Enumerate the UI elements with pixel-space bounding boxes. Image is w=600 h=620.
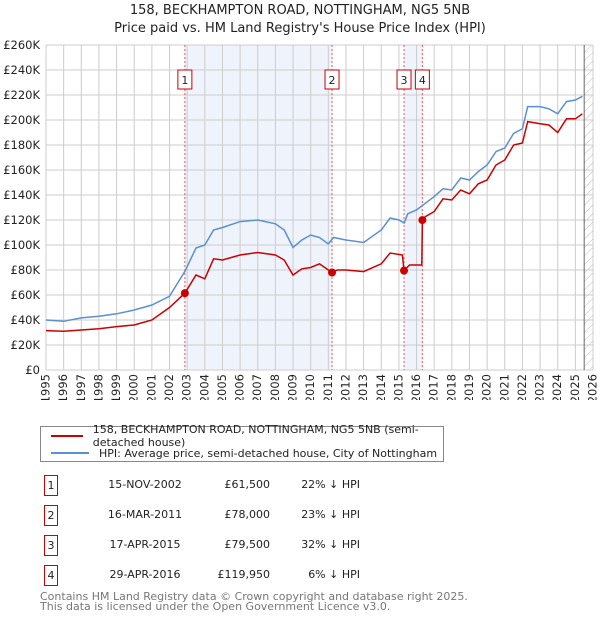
- y-tick-label: £20K: [11, 338, 41, 352]
- x-tick-label: 2020: [480, 374, 494, 400]
- transaction-price: £119,950: [217, 568, 271, 581]
- transaction-date: 16-MAR-2011: [107, 508, 183, 521]
- chart-subtitle: Price paid vs. HM Land Registry's House …: [114, 21, 486, 36]
- shaded-period-1-2: [184, 45, 333, 370]
- legend: 158, BECKHAMPTON ROAD, NOTTINGHAM, NG5 5…: [40, 423, 444, 462]
- transaction-row: 2 16-MAR-2011 £78,000 23% ↓ HPI: [40, 505, 440, 527]
- x-tick-label: 2025: [568, 374, 582, 400]
- y-tick-label: £40K: [11, 313, 41, 327]
- x-tick-label: 2023: [533, 374, 547, 400]
- transaction-date: 15-NOV-2002: [108, 478, 182, 491]
- transaction-date: 29-APR-2016: [109, 568, 181, 581]
- x-tick-label: 2014: [374, 374, 388, 400]
- x-tick-label: 2013: [356, 374, 370, 400]
- sale-label: 1: [181, 74, 188, 87]
- y-tick-label: £140K: [3, 188, 40, 202]
- legend-swatch-hpi: [51, 452, 89, 454]
- transaction-date: 17-APR-2015: [109, 538, 181, 551]
- legend-item-property: 158, BECKHAMPTON ROAD, NOTTINGHAM, NG5 5…: [51, 423, 443, 449]
- x-tick-label: 2011: [321, 374, 335, 400]
- price-chart: £0 £20K £40K £60K £80K £100K £120K £140K £160K £1…: [3, 38, 600, 400]
- sale-label: 3: [401, 74, 408, 87]
- y-tick-label: £80K: [11, 263, 41, 277]
- transaction-number: 1: [44, 475, 58, 496]
- x-tick-label: 1998: [91, 374, 105, 400]
- y-tick-label: £0: [25, 363, 40, 377]
- x-tick-label: 2003: [180, 374, 194, 400]
- transaction-price: £78,000: [224, 508, 271, 521]
- sale-point: [418, 216, 427, 225]
- footer-copyright: Contains HM Land Registry data © Crown c…: [40, 590, 468, 603]
- hpi-line: [45, 95, 583, 323]
- x-tick-label: 2015: [391, 374, 405, 400]
- x-tick-label: 1996: [56, 374, 70, 400]
- transaction-hpi-diff: 6% ↓ HPI: [308, 568, 360, 581]
- x-tick-label: 2010: [303, 374, 317, 400]
- shaded-period-3-4: [404, 45, 423, 370]
- transaction-number: 2: [44, 505, 58, 526]
- y-tick-label: £120K: [3, 213, 40, 227]
- y-tick-label: £160K: [3, 163, 40, 177]
- transaction-price: £61,500: [224, 478, 271, 491]
- x-tick-label: 2024: [550, 374, 564, 400]
- transaction-row: 4 29-APR-2016 £119,950 6% ↓ HPI: [40, 565, 440, 587]
- y-tick-label: £260K: [3, 38, 40, 52]
- x-tick-label: 2005: [215, 374, 229, 400]
- sale-label-box: [414, 69, 430, 90]
- x-tick-label: 2001: [144, 374, 158, 400]
- x-tick-label: 2008: [268, 374, 282, 400]
- x-tick-label: 2019: [462, 374, 476, 400]
- x-tick-label: 2009: [286, 374, 300, 400]
- x-tick-label: 2017: [427, 374, 441, 400]
- sale-label: 2: [329, 74, 336, 87]
- x-tick-label: 2012: [338, 374, 352, 400]
- x-tick-label: 2026: [586, 374, 600, 400]
- transaction-hpi-diff: 22% ↓ HPI: [301, 478, 360, 491]
- transaction-price: £79,500: [224, 538, 271, 551]
- sale-point: [180, 289, 189, 298]
- x-tick-label: 2000: [127, 374, 141, 400]
- property-price-line: [45, 113, 583, 333]
- sale-label: 4: [419, 74, 426, 87]
- legend-item-hpi: HPI: Average price, semi-detached house,…: [51, 445, 437, 461]
- legend-swatch-property: [51, 435, 83, 437]
- transaction-hpi-diff: 23% ↓ HPI: [301, 508, 360, 521]
- sale-point: [328, 268, 337, 277]
- y-tick-label: £240K: [3, 63, 40, 77]
- transaction-number: 4: [44, 565, 58, 586]
- x-tick-label: 2022: [515, 374, 529, 400]
- x-tick-label: 1995: [39, 374, 53, 400]
- legend-label-hpi: HPI: Average price, semi-detached house,…: [99, 446, 438, 460]
- y-tick-label: £180K: [3, 138, 40, 152]
- x-tick-label: 2018: [444, 374, 458, 400]
- transaction-row: 1 15-NOV-2002 £61,500 22% ↓ HPI: [40, 475, 440, 497]
- transaction-number: 3: [44, 535, 58, 556]
- x-tick-label: 2006: [233, 374, 247, 400]
- sale-label-box: [396, 69, 412, 90]
- x-tick-label: 2016: [409, 374, 423, 400]
- forecast-hatch: [584, 45, 593, 370]
- sale-point: [400, 266, 409, 275]
- x-tick-label: 2021: [497, 374, 511, 400]
- x-tick-label: 2002: [162, 374, 176, 400]
- y-tick-label: £220K: [3, 88, 40, 102]
- chart-title: 158, BECKHAMPTON ROAD, NOTTINGHAM, NG5 5…: [129, 3, 471, 18]
- transaction-hpi-diff: 32% ↓ HPI: [301, 538, 360, 551]
- y-tick-label: £200K: [3, 113, 40, 127]
- footer-licence: This data is licensed under the Open Gov…: [40, 600, 391, 613]
- sale-label-box: [324, 69, 340, 90]
- x-tick-label: 1997: [74, 374, 88, 400]
- x-tick-label: 2007: [250, 374, 264, 400]
- x-tick-label: 2004: [197, 374, 211, 400]
- legend-label-property: 158, BECKHAMPTON ROAD, NOTTINGHAM, NG5 5…: [92, 423, 419, 449]
- sale-label-box: [177, 69, 193, 90]
- transaction-row: 3 17-APR-2015 £79,500 32% ↓ HPI: [40, 535, 440, 557]
- y-tick-label: £100K: [3, 238, 40, 252]
- x-tick-label: 1999: [109, 374, 123, 400]
- y-tick-label: £60K: [11, 288, 41, 302]
